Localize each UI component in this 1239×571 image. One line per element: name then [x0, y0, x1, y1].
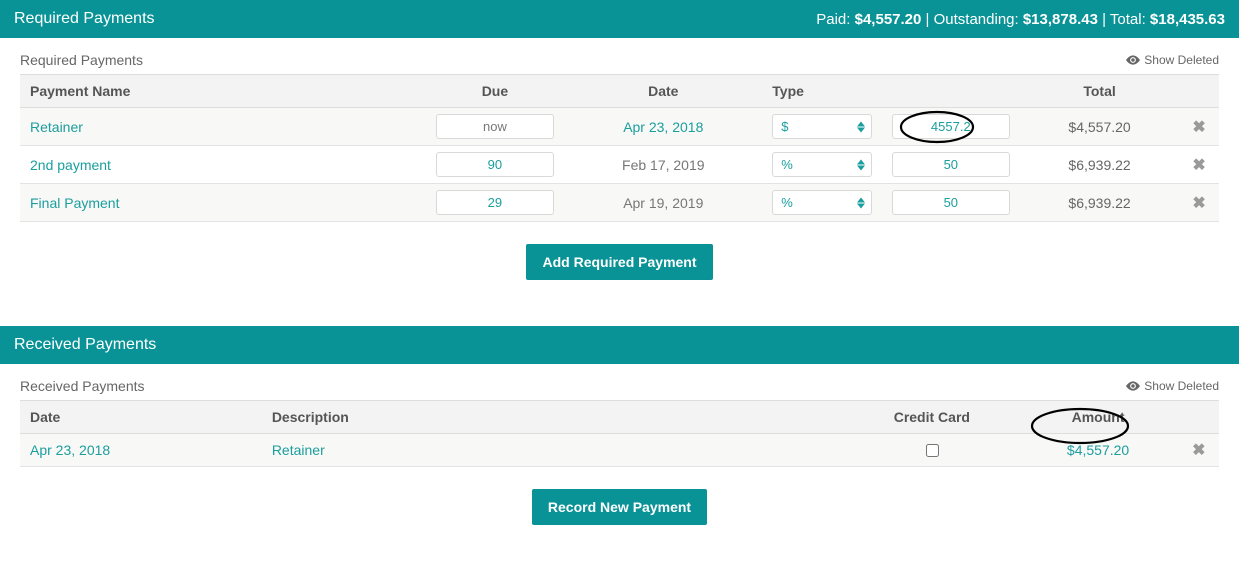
dropdown-arrows-icon [857, 197, 865, 208]
add-required-payment-button[interactable]: Add Required Payment [526, 244, 712, 280]
record-new-payment-button[interactable]: Record New Payment [532, 489, 707, 525]
table-row: Retainer Apr 23, 2018 $ $4,557.20✖ [20, 108, 1219, 146]
required-section: Required Payments Show Deleted [0, 38, 1239, 306]
delete-row-button[interactable]: ✖ [1179, 146, 1219, 184]
payment-summary: Paid: $4,557.20 | Outstanding: $13,878.4… [816, 11, 1225, 28]
delete-row-button[interactable]: ✖ [1179, 108, 1219, 146]
received-date-cell[interactable]: Apr 23, 2018 [20, 434, 262, 467]
delete-row-button[interactable]: ✖ [1179, 434, 1219, 467]
due-input[interactable] [436, 152, 555, 177]
received-panel-title: Received Payments [14, 336, 156, 354]
amount-input[interactable] [892, 152, 1011, 177]
required-panel-title: Required Payments [14, 10, 155, 28]
received-description-cell[interactable]: Retainer [262, 434, 846, 467]
credit-card-checkbox[interactable] [926, 444, 939, 457]
col-date: Date [564, 75, 762, 108]
dropdown-arrows-icon [857, 159, 865, 170]
received-amount-cell[interactable]: $4,557.20 [1017, 434, 1178, 467]
type-select[interactable]: % [772, 152, 871, 177]
payment-name-cell[interactable]: Retainer [20, 108, 426, 146]
show-deleted-toggle[interactable]: Show Deleted [1126, 53, 1219, 67]
type-value: $ [781, 119, 788, 134]
type-value: % [781, 157, 793, 172]
date-cell[interactable]: Feb 17, 2019 [564, 146, 762, 184]
received-panel-header: Received Payments [0, 326, 1239, 364]
col-type: Type [762, 75, 881, 108]
date-cell[interactable]: Apr 19, 2019 [564, 184, 762, 222]
col-credit-card: Credit Card [846, 401, 1017, 434]
amount-input[interactable] [892, 190, 1011, 215]
due-input[interactable] [436, 114, 555, 139]
table-row: Apr 23, 2018Retainer $4,557.20✖ [20, 434, 1219, 467]
col-received-date: Date [20, 401, 262, 434]
col-total: Total [1020, 75, 1179, 108]
received-section: Received Payments Show Deleted Date [0, 364, 1239, 551]
required-payments-panel: Required Payments Paid: $4,557.20 | Outs… [0, 0, 1239, 306]
required-panel-header: Required Payments Paid: $4,557.20 | Outs… [0, 0, 1239, 38]
delete-row-button[interactable]: ✖ [1179, 184, 1219, 222]
show-deleted-toggle-received[interactable]: Show Deleted [1126, 379, 1219, 393]
table-row: 2nd payment Feb 17, 2019% $6,939.22✖ [20, 146, 1219, 184]
row-total: $6,939.22 [1020, 184, 1179, 222]
eye-icon [1126, 55, 1140, 65]
table-header-row: Payment Name Due Date Type Total [20, 75, 1219, 108]
col-due: Due [426, 75, 565, 108]
col-description: Description [262, 401, 846, 434]
type-value: % [781, 195, 793, 210]
col-amount: Amount [1017, 401, 1178, 434]
due-input[interactable] [436, 190, 555, 215]
received-payments-panel: Received Payments Received Payments Show… [0, 326, 1239, 551]
type-select[interactable]: % [772, 190, 871, 215]
dropdown-arrows-icon [857, 121, 865, 132]
type-select[interactable]: $ [772, 114, 871, 139]
table-header-row: Date Description Credit Card Amount [20, 401, 1219, 434]
payment-name-cell[interactable]: 2nd payment [20, 146, 426, 184]
required-section-title: Required Payments [20, 52, 143, 68]
eye-icon [1126, 381, 1140, 391]
row-total: $6,939.22 [1020, 146, 1179, 184]
received-payments-table: Date Description Credit Card Amount Apr … [20, 400, 1219, 467]
row-total: $4,557.20 [1020, 108, 1179, 146]
required-payments-table: Payment Name Due Date Type Total Retaine… [20, 74, 1219, 222]
received-section-title: Received Payments [20, 378, 145, 394]
col-payment-name: Payment Name [20, 75, 426, 108]
date-cell[interactable]: Apr 23, 2018 [564, 108, 762, 146]
amount-input[interactable] [892, 114, 1011, 139]
table-row: Final Payment Apr 19, 2019% $6,939.22✖ [20, 184, 1219, 222]
payment-name-cell[interactable]: Final Payment [20, 184, 426, 222]
